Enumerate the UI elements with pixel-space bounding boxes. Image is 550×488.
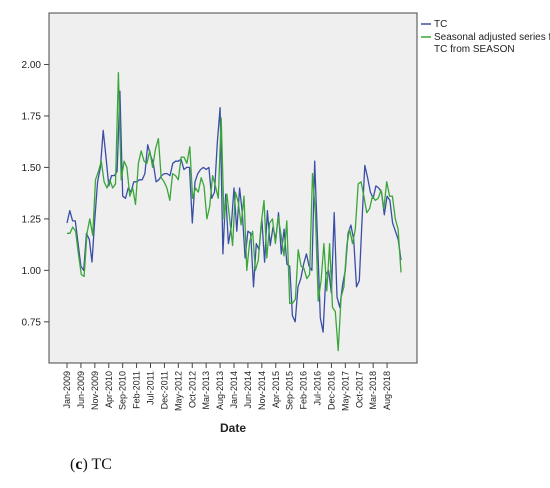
x-tick-label: Jul-2016 [313,371,323,406]
legend-label-line: TC from SEASON [434,44,515,55]
legend-label-tc: TC [434,19,447,30]
x-tick-label: May-2012 [173,371,183,411]
x-tick-label: Aug-2013 [215,371,225,410]
x-tick-label: Sep-2015 [285,371,295,410]
legend-label-line: Seasonal adjusted series for [434,32,550,43]
y-tick-label: 0.75 [22,317,42,328]
plot-background [48,12,418,364]
x-tick-label: Jul-2011 [146,371,156,405]
x-tick-label: Apr-2010 [104,371,114,408]
x-tick-label: Dec-2016 [326,371,336,410]
y-tick-label: 1.50 [22,163,42,174]
x-tick-label: Feb-2011 [132,371,142,409]
x-tick-label: Jun-2014 [243,371,253,409]
x-axis: Jan-2009 Jun-2009 Nov-2009 Apr-2010 Sep-2010… [62,363,392,411]
x-tick-label: Jan-2014 [229,371,239,409]
series-line-seasonal-adjusted [67,72,402,352]
x-tick-label: May-2017 [340,371,350,411]
x-tick-label: Feb-2016 [299,371,309,410]
legend: TC Seasonal adjusted series for TC from S… [421,19,550,55]
legend-label-seasonal: Seasonal adjusted series for TC from SEAS… [434,32,550,55]
caption-letter: c [75,456,83,473]
y-axis: 0.75 1.00 1.25 1.50 1.75 2.00 [22,60,49,328]
x-tick-label: Oct-2017 [354,371,364,408]
x-tick-label: Sep-2010 [118,371,128,410]
x-tick-label: Apr-2015 [271,371,281,408]
y-tick-label: 1.75 [22,111,42,122]
caption-text: TC [91,456,112,473]
line-chart: 0.75 1.00 1.25 1.50 1.75 2.00 Jan-2009 Jun-200… [22,12,550,435]
x-tick-label: Mar-2018 [368,371,378,410]
figure-caption: (c) TC [70,456,112,473]
x-tick-label: Dec-2011 [159,371,169,409]
series-layer [66,72,402,352]
x-tick-label: Jun-2009 [76,371,86,409]
y-tick-label: 1.00 [22,266,42,277]
y-tick-label: 1.25 [22,214,42,225]
x-tick-label: Oct-2012 [187,371,197,408]
x-tick-label: Mar-2013 [201,371,211,410]
x-axis-title: Date [220,421,246,435]
y-tick-label: 2.00 [22,60,42,71]
x-tick-label: Aug-2018 [382,371,392,410]
x-tick-label: Jan-2009 [62,371,72,409]
x-tick-label: Nov-2009 [90,371,100,410]
x-tick-label: Nov-2014 [257,371,267,410]
